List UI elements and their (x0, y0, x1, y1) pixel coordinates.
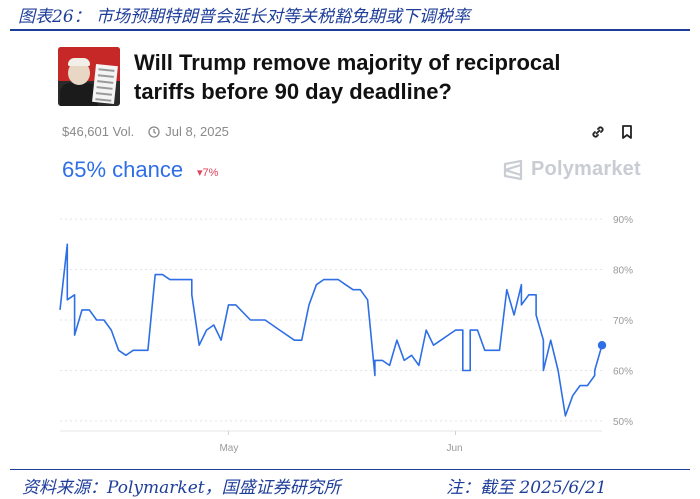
caption-rule (10, 29, 690, 31)
figure-caption: 图表26： 市场预期特朗普会延长对等关税豁免期或下调税率 (18, 7, 471, 27)
link-icon[interactable] (590, 124, 606, 145)
x-tick-label: May (219, 443, 238, 454)
end-date-text: Jul 8, 2025 (165, 124, 229, 139)
y-tick-label: 90% (613, 215, 633, 226)
y-tick-label: 70% (613, 316, 633, 327)
footer-rule (10, 469, 690, 470)
market-title-line1: Will Trump remove majority of reciprocal (134, 50, 561, 75)
y-tick-label: 60% (613, 366, 633, 377)
market-thumbnail[interactable] (58, 47, 120, 106)
polymarket-logo-icon (503, 159, 523, 181)
market-title-line2: tariffs before 90 day deadline? (134, 79, 452, 104)
x-tick-label: Jun (447, 443, 463, 454)
clock-icon (148, 125, 160, 138)
market-meta: $46,601 Vol. Jul 8, 2025 (62, 124, 229, 139)
polymarket-brand-label: Polymarket (531, 158, 641, 180)
y-tick-label: 50% (613, 417, 633, 428)
chance-value: 65% chance (62, 157, 184, 182)
volume-text: $46,601 Vol. (62, 124, 135, 139)
polymarket-brand: Polymarket (503, 158, 641, 181)
market-title: Will Trump remove majority of reciprocal… (134, 48, 604, 106)
y-tick-label: 80% (613, 266, 633, 277)
latest-value-dot (597, 341, 607, 350)
probability-series-line (59, 243, 603, 417)
bookmark-icon[interactable] (620, 124, 634, 145)
date-note: 注：截至 2025/6/21 (446, 478, 607, 498)
chance-delta: ▾7% (197, 167, 219, 179)
source-note: 资料来源：Polymarket，国盛证券研究所 (22, 478, 341, 498)
